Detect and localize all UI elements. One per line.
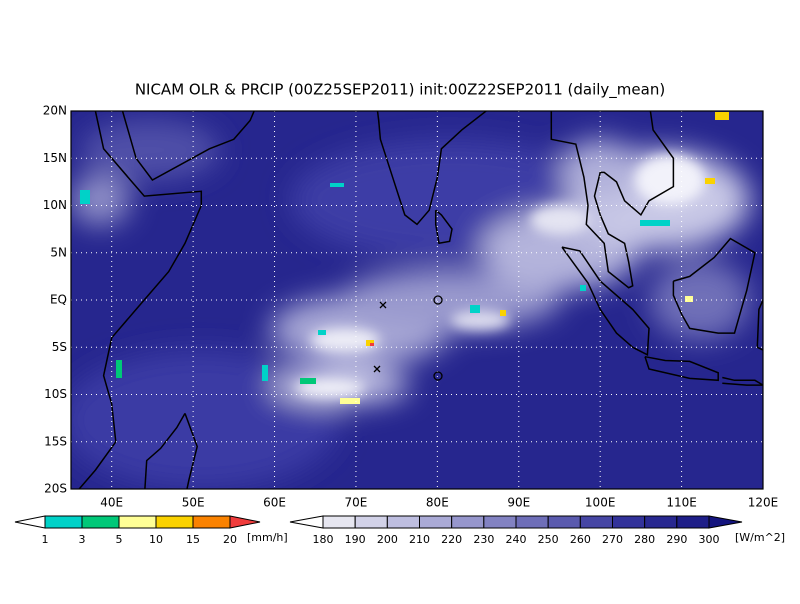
coastline [144,413,198,489]
colorbar-box [451,515,485,529]
colorbar-box [579,515,613,529]
map-area [71,111,763,489]
coastline [376,111,488,226]
lon-label: 70E [345,496,368,510]
colorbar-end [289,515,324,529]
coastline [550,111,675,289]
coastline [756,298,763,351]
lon-label: 110E [666,496,697,510]
colorbar-box [386,515,421,529]
lon-label: 60E [263,496,286,510]
colorbar-box [612,515,646,529]
colorbar-box [81,515,120,529]
map-frame [70,110,764,490]
lat-label: 10N [43,198,67,212]
axis-labels: 20N 15N 10N 5N EQ 5S 10S 15S 20S 40E 50E 60E 70E 80E 9… [43,104,779,510]
grid [71,111,763,489]
colorbar-label: 270 [602,533,623,546]
markers [373,295,443,381]
colorbar-label: 280 [634,533,655,546]
coastline [672,237,756,334]
colorbar-unit: [W/m^2] [735,531,785,544]
colorbar-label: 290 [666,533,687,546]
colorbar-box [155,515,194,529]
colorbar-box [322,515,356,529]
colorbar-label: 5 [116,533,123,546]
colorbar-box [547,515,581,529]
colorbar-label: 3 [79,533,86,546]
lat-label: 5S [52,340,67,354]
colorbar-label: 260 [570,533,591,546]
colorbar-end [14,515,46,529]
cloud-cores [295,155,705,397]
lat-label: EQ [50,293,67,307]
coastline [561,246,650,356]
lat-label: 20S [44,482,67,496]
coastline [722,376,763,386]
colorbars: 1 3 5 10 15 20 [mm/h] 180 190 200 210 220 230 240 250 2… [14,515,785,546]
colorbar-box [192,515,231,529]
colorbar-box [118,515,157,529]
lon-label: 90E [507,496,530,510]
colorbar-label: 180 [313,533,334,546]
colorbar-box [44,515,83,529]
colorbar-box [676,515,710,529]
colorbar-label: 190 [345,533,366,546]
colorbar-label: 230 [473,533,494,546]
colorbar-label: 1 [42,533,49,546]
colorbar-label: 200 [377,533,398,546]
cloud-field [71,120,750,489]
colorbar-label: 250 [538,533,559,546]
colorbar-box [515,515,549,529]
coastline [434,209,453,245]
coastlines [78,111,763,489]
lat-label: 15N [43,151,67,165]
title: NICAM OLR & PRCIP (00Z25SEP2011) init:00… [135,81,665,100]
precip-cells [80,112,729,404]
lon-label: 40E [100,496,123,510]
lon-label: 100E [585,496,616,510]
lat-label: 20N [43,104,67,118]
lat-label: 10S [44,387,67,401]
colorbar-label: 240 [506,533,527,546]
colorbar-end [229,515,261,529]
colorbar-end [708,515,743,529]
colorbar-label: 15 [186,533,200,546]
colorbar-box [419,515,453,529]
colorbar-box [483,515,517,529]
colorbar-label: 210 [409,533,430,546]
colorbar-unit: [mm/h] [247,531,288,544]
colorbar-label: 20 [223,533,237,546]
colorbar-box [354,515,388,529]
coastline [78,111,203,489]
lon-label: 50E [182,496,205,510]
coastline [644,355,719,382]
colorbar-label: 220 [441,533,462,546]
lat-label: 15S [44,434,67,448]
colorbar-label: 300 [699,533,720,546]
colorbar-label: 10 [149,533,163,546]
lon-label: 80E [426,496,449,510]
lon-label: 120E [748,496,779,510]
colorbar-box [644,515,678,529]
lat-label: 5N [50,245,67,259]
